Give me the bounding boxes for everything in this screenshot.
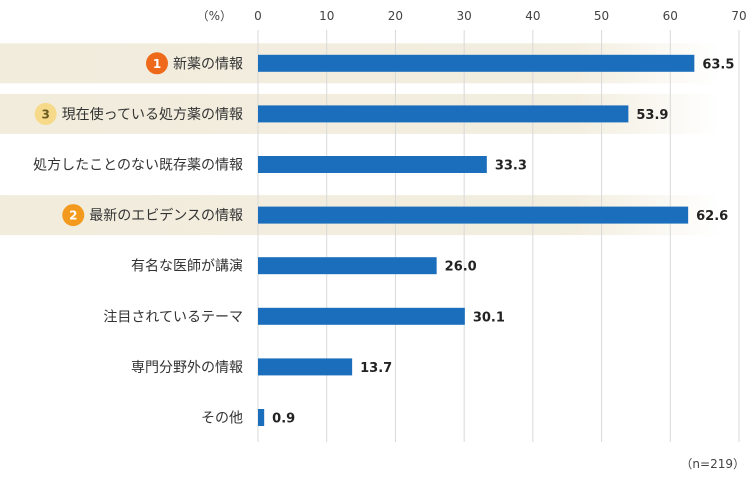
- category-label: 現在使っている処方薬の情報: [62, 106, 243, 123]
- category-label: その他: [201, 411, 243, 427]
- value-label: 63.5: [702, 57, 734, 72]
- x-tick-label: 10: [319, 9, 334, 23]
- value-label: 13.7: [360, 361, 392, 376]
- value-label: 53.9: [636, 108, 668, 123]
- x-tick-label: 30: [457, 9, 472, 23]
- bar: [258, 54, 695, 72]
- value-label: 0.9: [272, 412, 295, 427]
- category-label: 有名な医師が講演: [131, 259, 243, 275]
- x-tick-label: 70: [731, 9, 746, 23]
- highlight-bands: [0, 43, 720, 236]
- rank-badge-number: 2: [69, 209, 77, 223]
- rank-badge-icon: [62, 204, 85, 227]
- bar: [258, 358, 353, 376]
- category-labels: 新薬の情報 1 現在使っている処方薬の情報 3 処方したことのない既存薬の情報最新のエビ…: [33, 52, 243, 427]
- x-tick-label: 0: [254, 9, 262, 23]
- value-label: 33.3: [495, 159, 527, 174]
- unit-label: （%）: [197, 9, 232, 23]
- x-tick-label: 20: [388, 9, 403, 23]
- value-label: 62.6: [696, 209, 728, 224]
- bar: [258, 409, 265, 426]
- x-tick-label: 50: [594, 9, 609, 23]
- rank-badge-icon: [146, 52, 168, 75]
- x-tick-labels: 0 10 20 30 40 50 60 70: [254, 9, 746, 23]
- rank-badge-number: 3: [42, 107, 50, 121]
- gridlines: [257, 30, 740, 442]
- bars: [258, 54, 695, 426]
- bar: [258, 257, 437, 275]
- category-label: 注目されているテーマ: [103, 309, 243, 325]
- sample-size-note: （n=219）: [680, 457, 745, 471]
- bar: [258, 105, 629, 123]
- value-label: 30.1: [473, 310, 505, 325]
- x-tick-label: 40: [525, 9, 540, 23]
- bar: [258, 307, 465, 325]
- category-label: 処方したことのない既存薬の情報: [33, 158, 243, 174]
- bar: [258, 156, 487, 173]
- x-tick-label: 60: [663, 9, 678, 23]
- category-label: 新薬の情報: [173, 56, 243, 72]
- rank-badge-icon: [34, 102, 57, 125]
- category-label: 専門分野外の情報: [131, 360, 243, 376]
- category-label: 最新のエビデンスの情報: [89, 207, 243, 224]
- bar: [258, 206, 689, 224]
- value-labels: 63.5 53.9 33.3 62.6 26.0 30.1 13.7 0.9: [272, 57, 734, 426]
- rank-badge-number: 1: [153, 57, 161, 71]
- value-label: 26.0: [445, 260, 477, 275]
